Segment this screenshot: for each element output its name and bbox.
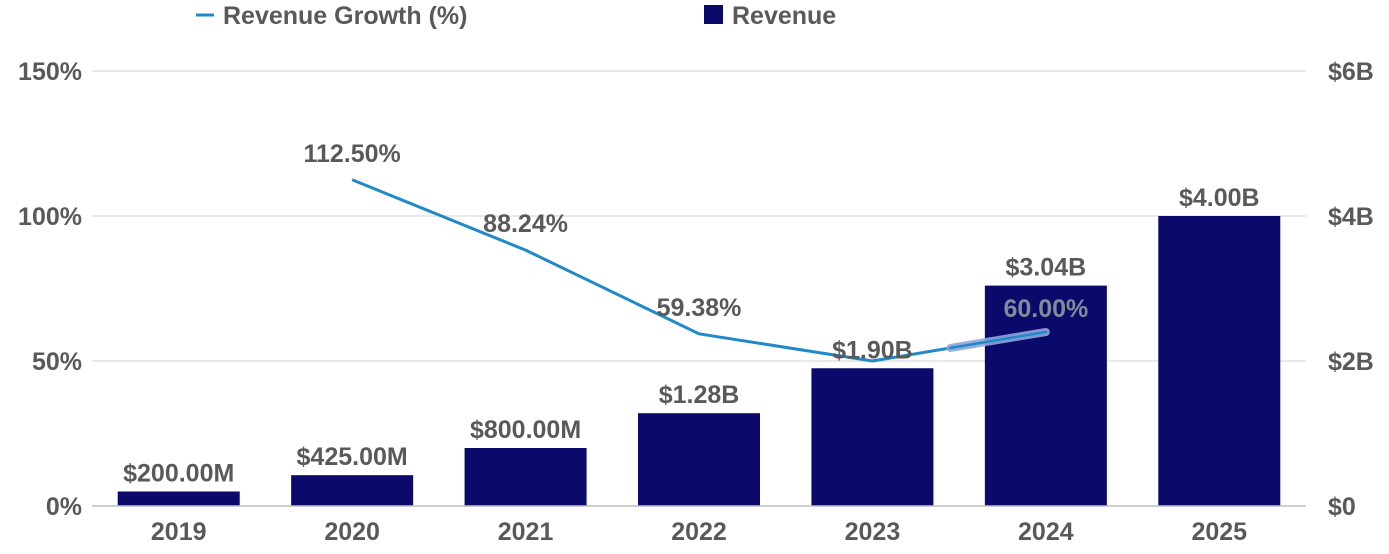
x-axis-tick-label: 2021 xyxy=(498,518,554,546)
revenue-data-label: $200.00M xyxy=(123,460,234,488)
right-axis-tick-label: $0 xyxy=(1328,493,1356,521)
revenue-data-label: $800.00M xyxy=(470,416,581,444)
left-axis-tick-label: 50% xyxy=(32,348,82,376)
left-axis-tick-label: 0% xyxy=(46,493,82,521)
growth-data-label: 112.50% xyxy=(303,140,400,168)
revenue-bar xyxy=(984,285,1107,506)
revenue-data-label: $3.04B xyxy=(1006,254,1087,282)
revenue-bar xyxy=(464,448,587,506)
revenue-data-label: $1.28B xyxy=(659,381,740,409)
left-axis-tick-label: 100% xyxy=(18,203,82,231)
right-axis-tick-label: $4B xyxy=(1328,203,1374,231)
growth-data-label: 59.38% xyxy=(657,294,742,322)
revenue-bar xyxy=(1158,216,1281,506)
legend: Revenue Growth (%) Revenue xyxy=(196,2,836,30)
x-axis-tick-label: 2019 xyxy=(151,518,207,546)
x-axis-tick-label: 2023 xyxy=(845,518,901,546)
x-axis-tick-label: 2020 xyxy=(324,518,380,546)
axes: 0% 50% 100% 150% $0 $2B $4B $6B 2019 2020 2021 2022… xyxy=(18,58,1374,546)
data-labels: $200.00M $425.00M $800.00M $1.28B $1.90B $3.0… xyxy=(123,140,1259,488)
x-axis-tick-label: 2025 xyxy=(1191,518,1247,546)
growth-line-layer xyxy=(351,178,1050,363)
revenue-bar xyxy=(638,413,760,506)
growth-data-label: 60.00% xyxy=(1003,295,1088,323)
revenue-data-label: $425.00M xyxy=(297,443,408,471)
x-axis-tick-label: 2024 xyxy=(1018,518,1074,546)
revenue-bar xyxy=(117,491,240,506)
growth-line-highlight-core xyxy=(949,330,1048,350)
right-axis-tick-label: $2B xyxy=(1328,348,1374,376)
revenue-data-label: $1.90B xyxy=(832,336,913,364)
revenue-bar xyxy=(811,368,934,506)
right-axis-tick-label: $6B xyxy=(1328,58,1374,86)
revenue-bars xyxy=(117,216,1281,506)
growth-line xyxy=(351,178,1047,363)
legend-growth-label: Revenue Growth (%) xyxy=(223,2,467,30)
revenue-data-label: $4.00B xyxy=(1179,184,1260,212)
left-axis-tick-label: 150% xyxy=(18,58,82,86)
legend-bar-marker xyxy=(704,5,723,24)
growth-data-label: 88.24% xyxy=(483,210,568,238)
x-axis-tick-label: 2022 xyxy=(671,518,727,546)
revenue-bar xyxy=(291,475,414,506)
legend-revenue-label: Revenue xyxy=(732,2,836,30)
